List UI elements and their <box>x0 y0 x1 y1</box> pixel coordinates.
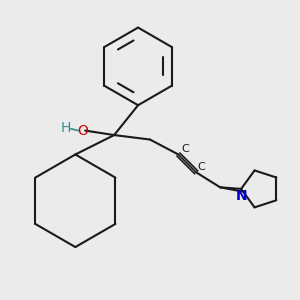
Text: C: C <box>197 162 205 172</box>
Text: C: C <box>181 144 189 154</box>
Text: O: O <box>77 124 88 138</box>
Text: N: N <box>235 189 247 203</box>
Text: H: H <box>60 121 71 135</box>
